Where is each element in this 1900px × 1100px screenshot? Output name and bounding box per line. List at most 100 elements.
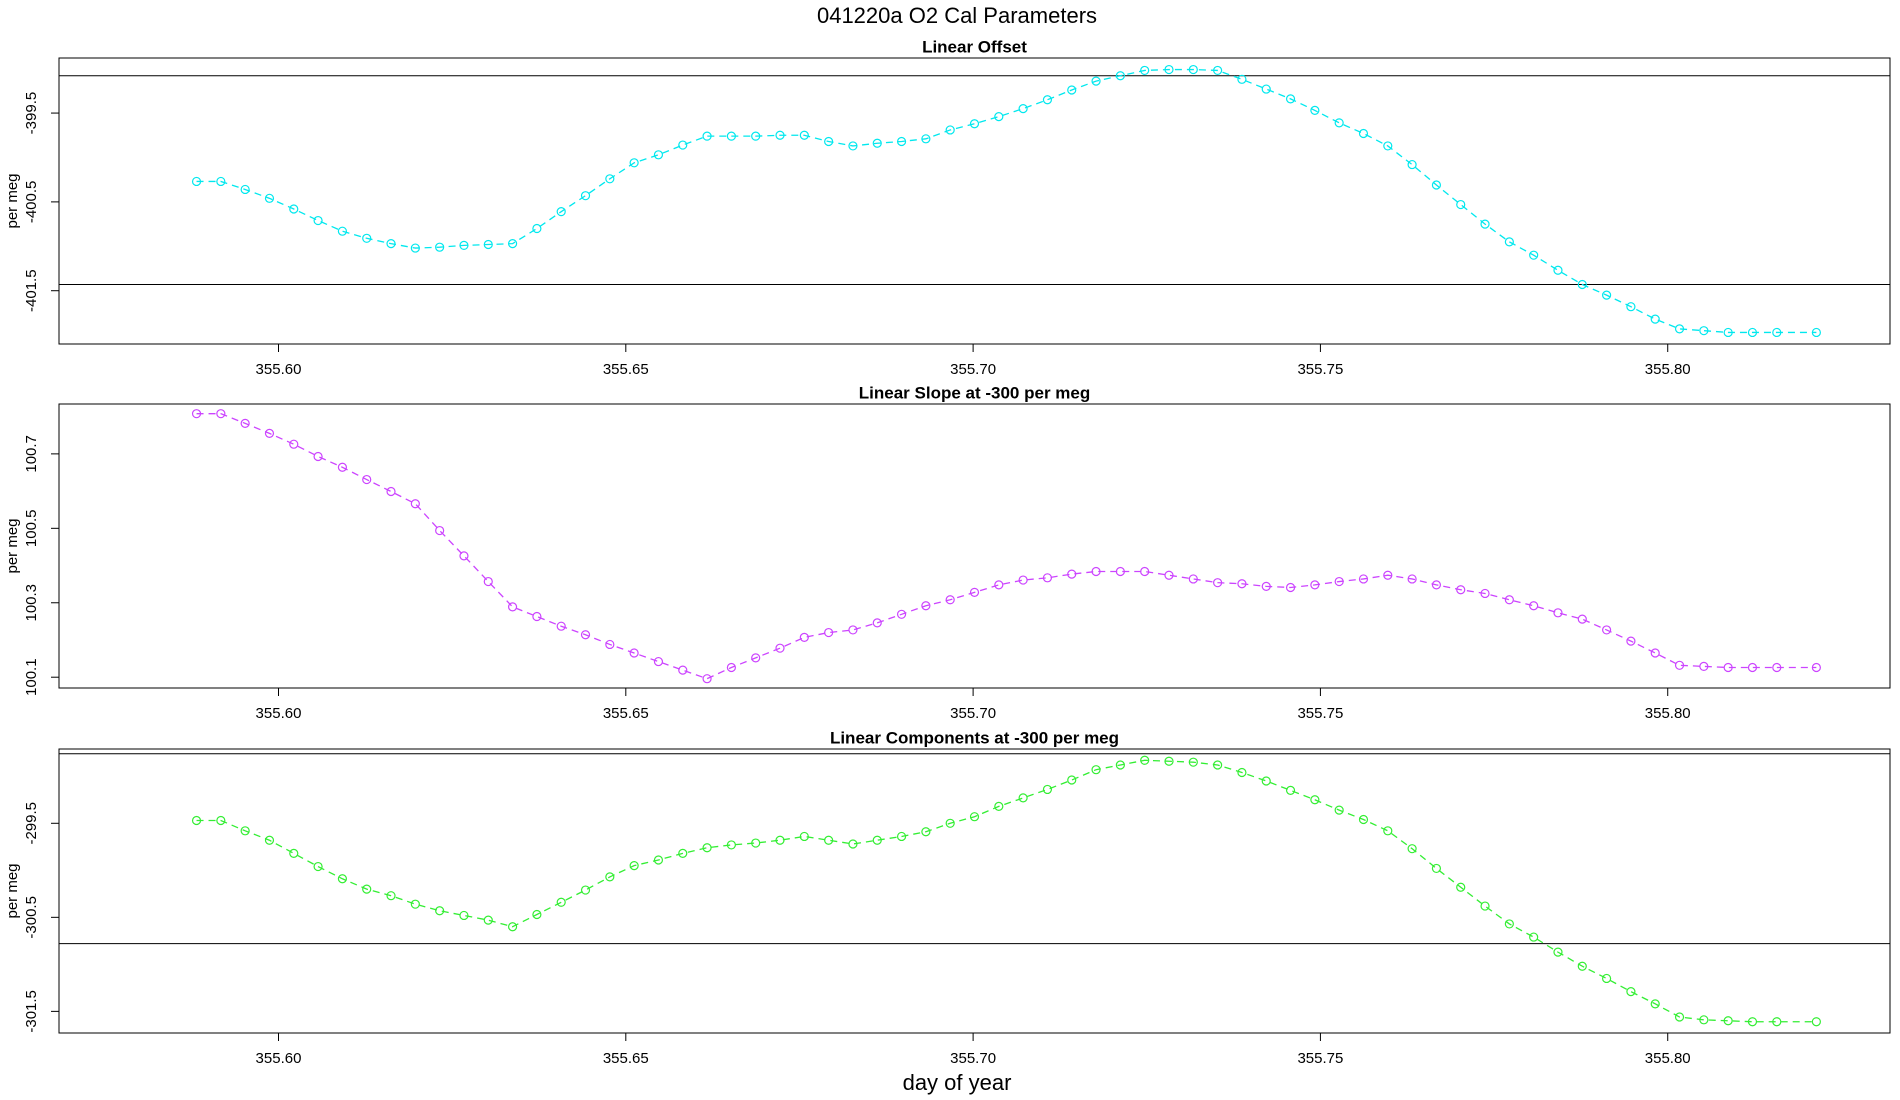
data-point [1018,575,1028,585]
data-point [799,130,809,140]
data-point [1115,566,1125,577]
data-point [653,150,664,160]
y-axis-label: per meg [4,173,21,228]
data-point [969,587,980,597]
data-point [1067,775,1077,785]
data-point [726,840,736,850]
data-point [1067,85,1077,95]
x-tick-label: 355.60 [256,361,302,378]
data-point [362,884,372,894]
data-point [605,872,615,882]
data-point [1772,327,1782,338]
data-point [896,136,907,147]
data-point [848,141,858,151]
plot-frame [58,57,1891,345]
data-point [872,138,882,148]
x-tick-label: 355.65 [603,705,649,722]
data-point [1553,265,1563,275]
data-point [240,418,250,428]
data-point [580,885,591,895]
data-point [1431,580,1442,590]
data-point [678,665,688,675]
data-point [1334,576,1344,587]
data-point [1213,760,1223,770]
data-point [410,243,420,253]
data-point [1285,785,1296,795]
data-point [1285,94,1296,104]
data-point [1261,581,1271,591]
data-point [1042,573,1053,583]
data-point [532,611,542,622]
data-point [556,207,566,217]
data-point [848,625,858,635]
data-point [1018,104,1028,114]
data-point [1456,882,1466,892]
data-point [1772,1017,1782,1027]
data-point [824,627,834,638]
data-point [1504,237,1514,247]
x-tick-label: 355.70 [950,705,996,722]
x-axis-label: day of year [903,1070,1012,1095]
data-point [410,499,420,509]
y-tick-label: 100.1 [23,658,40,696]
data-point [240,184,250,195]
data-point [1091,765,1101,775]
y-tick-label: 100.5 [23,510,40,548]
data-point [191,409,202,419]
x-tick-label: 355.80 [1645,1050,1691,1067]
data-point [1188,757,1198,767]
data-point [751,131,761,141]
data-point [799,632,809,642]
data-point [1747,1017,1758,1027]
data-point [824,136,834,147]
x-tick-label: 355.80 [1645,361,1691,378]
data-point [264,428,275,439]
data-point [1650,314,1660,324]
data-point [337,462,348,472]
data-point [1723,662,1733,673]
data-point [337,226,348,236]
data-point [1626,302,1636,312]
panel-title: Linear Offset [922,37,1027,56]
data-point [1310,795,1320,805]
data-point [1310,105,1320,116]
data-point [532,223,542,234]
data-point [1237,579,1247,589]
data-point [994,580,1004,590]
x-tick-label: 355.65 [603,1050,649,1067]
data-point [191,815,202,826]
data-point [313,861,323,872]
data-point [1358,814,1369,825]
data-point [580,630,591,640]
data-point [580,191,591,201]
data-point [1383,570,1393,580]
data-point [1650,648,1660,658]
data-point [1213,578,1223,588]
data-point [1553,608,1563,618]
y-axis-label: per meg [4,863,21,918]
data-point [1358,128,1369,139]
data-point [653,855,664,865]
data-point [1115,71,1125,81]
data-point [921,134,931,144]
data-point [1164,64,1174,75]
data-point [386,891,396,901]
x-tick-label: 355.70 [950,361,996,378]
data-point [1504,595,1514,605]
data-point [1601,290,1612,300]
y-axis-label: per meg [4,518,21,573]
y-tick-label: -299.5 [23,802,40,845]
data-point [945,125,955,135]
data-point [872,835,882,845]
y-tick-label: -400.5 [23,181,40,224]
data-point [1188,64,1198,75]
data-point [678,140,688,150]
data-point [435,906,445,916]
data-point [1601,625,1612,635]
data-point [945,818,955,828]
data-point [1140,755,1150,765]
data-point [1480,901,1490,911]
data-point [264,835,275,845]
data-point [1723,1016,1733,1026]
